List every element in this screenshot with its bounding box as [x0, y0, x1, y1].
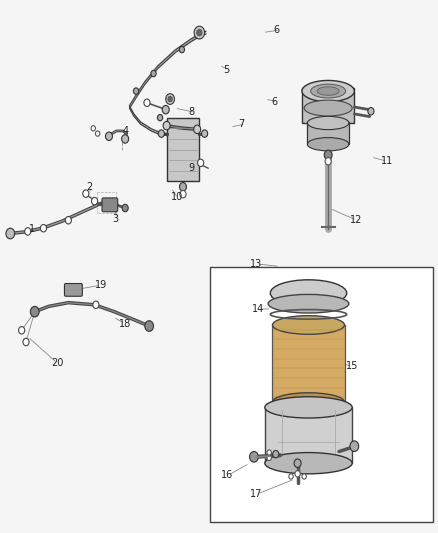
- FancyBboxPatch shape: [64, 284, 82, 296]
- Text: 1: 1: [29, 224, 35, 235]
- Bar: [210, 266, 433, 522]
- Circle shape: [180, 190, 186, 198]
- Circle shape: [93, 301, 99, 309]
- Ellipse shape: [304, 100, 352, 116]
- Circle shape: [350, 441, 359, 451]
- Circle shape: [368, 108, 374, 115]
- Text: 6: 6: [272, 96, 278, 107]
- Text: 8: 8: [188, 107, 194, 117]
- Circle shape: [324, 150, 332, 160]
- Circle shape: [163, 122, 170, 130]
- Ellipse shape: [268, 294, 349, 313]
- Circle shape: [25, 228, 31, 235]
- Circle shape: [179, 46, 184, 53]
- Text: 14: 14: [252, 304, 264, 314]
- Text: 10: 10: [171, 192, 183, 203]
- Text: 5: 5: [223, 65, 230, 75]
- Circle shape: [6, 228, 14, 239]
- Circle shape: [295, 471, 300, 477]
- Ellipse shape: [272, 316, 345, 334]
- FancyBboxPatch shape: [102, 198, 118, 212]
- Circle shape: [92, 197, 98, 205]
- Text: 11: 11: [381, 156, 393, 166]
- Ellipse shape: [270, 280, 347, 306]
- Ellipse shape: [265, 453, 352, 474]
- Circle shape: [18, 327, 25, 334]
- Circle shape: [134, 88, 139, 94]
- Text: 3: 3: [112, 214, 118, 224]
- Circle shape: [197, 29, 202, 36]
- Circle shape: [122, 204, 128, 212]
- Text: 6: 6: [274, 25, 280, 35]
- Circle shape: [267, 455, 272, 461]
- Circle shape: [91, 126, 95, 131]
- Ellipse shape: [307, 138, 349, 151]
- Bar: [302, 88, 354, 123]
- Circle shape: [162, 106, 169, 114]
- Circle shape: [294, 459, 301, 467]
- Circle shape: [95, 131, 100, 136]
- Circle shape: [194, 125, 201, 134]
- Circle shape: [106, 132, 113, 141]
- Ellipse shape: [272, 393, 345, 411]
- Circle shape: [40, 224, 46, 232]
- Ellipse shape: [302, 80, 354, 102]
- Text: 17: 17: [251, 489, 263, 499]
- Ellipse shape: [311, 84, 346, 98]
- Circle shape: [250, 451, 258, 462]
- Text: 2: 2: [86, 182, 92, 192]
- Text: 18: 18: [119, 319, 131, 329]
- Bar: [265, 407, 352, 463]
- Circle shape: [166, 94, 174, 104]
- Circle shape: [144, 99, 150, 107]
- Text: 19: 19: [95, 280, 107, 290]
- Circle shape: [168, 96, 172, 102]
- Circle shape: [180, 182, 187, 191]
- Circle shape: [30, 306, 39, 317]
- Circle shape: [194, 26, 205, 39]
- Ellipse shape: [265, 397, 352, 418]
- FancyBboxPatch shape: [166, 118, 199, 181]
- Text: 12: 12: [350, 215, 362, 225]
- Text: 13: 13: [250, 259, 262, 269]
- Circle shape: [289, 474, 293, 479]
- Circle shape: [157, 115, 162, 121]
- Circle shape: [198, 159, 204, 166]
- Circle shape: [145, 321, 153, 332]
- Circle shape: [83, 190, 89, 197]
- Circle shape: [273, 450, 279, 458]
- Circle shape: [325, 158, 331, 165]
- Circle shape: [122, 135, 129, 143]
- Circle shape: [151, 70, 156, 77]
- Text: 9: 9: [188, 163, 194, 173]
- Circle shape: [267, 450, 272, 455]
- Text: 16: 16: [221, 471, 233, 480]
- Circle shape: [23, 338, 29, 346]
- Text: 15: 15: [346, 361, 358, 372]
- Bar: [307, 122, 349, 144]
- Ellipse shape: [317, 87, 339, 95]
- Circle shape: [158, 130, 164, 138]
- Bar: [272, 325, 345, 402]
- Circle shape: [65, 216, 71, 224]
- Circle shape: [201, 130, 208, 138]
- Text: 7: 7: [239, 119, 245, 129]
- Circle shape: [302, 474, 306, 479]
- Ellipse shape: [307, 116, 349, 130]
- Text: 20: 20: [51, 358, 63, 368]
- Text: 4: 4: [123, 126, 129, 136]
